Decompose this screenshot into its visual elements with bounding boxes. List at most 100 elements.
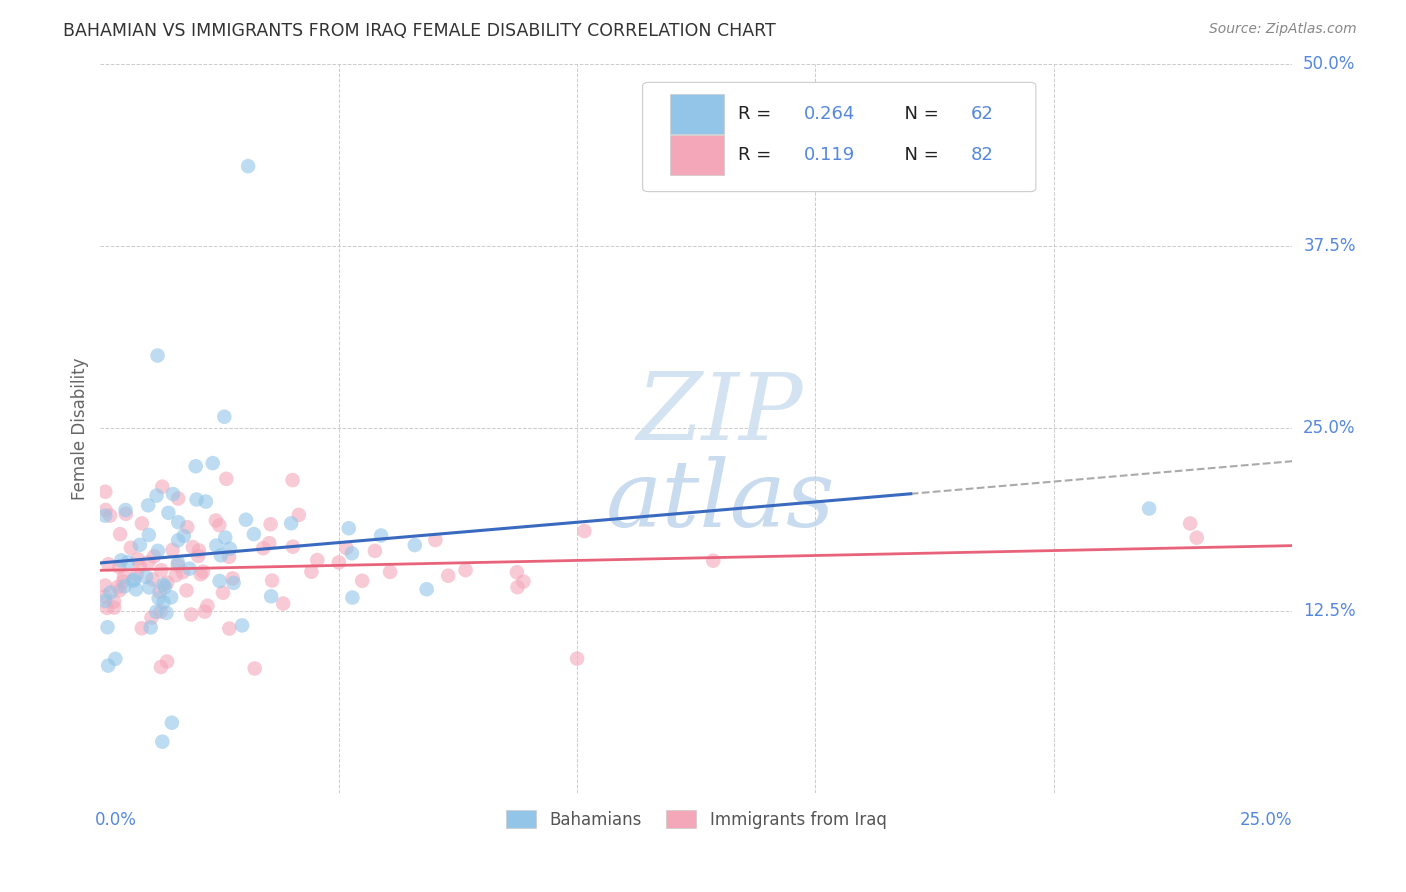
Bahamians	[94, 594, 117, 608]
Bahamians	[214, 409, 236, 424]
Immigrants from Iraq	[191, 565, 214, 579]
Immigrants from Iraq	[288, 508, 311, 522]
Immigrants from Iraq	[364, 544, 387, 558]
Text: R =: R =	[738, 146, 783, 164]
Immigrants from Iraq	[271, 597, 294, 611]
Bahamians	[152, 577, 174, 591]
Immigrants from Iraq	[574, 524, 596, 538]
Immigrants from Iraq	[165, 568, 187, 582]
Immigrants from Iraq	[187, 543, 209, 558]
Immigrants from Iraq	[506, 580, 529, 594]
Immigrants from Iraq	[131, 516, 153, 531]
Text: 62: 62	[970, 104, 993, 123]
Bahamians	[125, 582, 148, 597]
Immigrants from Iraq	[299, 565, 322, 579]
Text: BAHAMIAN VS IMMIGRANTS FROM IRAQ FEMALE DISABILITY CORRELATION CHART: BAHAMIAN VS IMMIGRANTS FROM IRAQ FEMALE …	[63, 22, 776, 40]
Bahamians	[110, 553, 132, 567]
Bahamians	[160, 715, 183, 730]
Immigrants from Iraq	[212, 586, 235, 600]
Bahamians	[342, 591, 364, 605]
Immigrants from Iraq	[1178, 516, 1201, 531]
Immigrants from Iraq	[281, 473, 304, 487]
Immigrants from Iraq	[352, 574, 374, 588]
Immigrants from Iraq	[103, 594, 125, 608]
Bahamians	[235, 513, 257, 527]
Immigrants from Iraq	[1185, 531, 1208, 545]
Bahamians	[214, 531, 236, 545]
Bahamians	[184, 459, 207, 474]
Immigrants from Iraq	[120, 541, 142, 555]
Text: 25.0%: 25.0%	[1303, 419, 1355, 437]
Immigrants from Iraq	[221, 571, 243, 585]
Bahamians	[160, 591, 183, 605]
Bahamians	[150, 734, 173, 748]
Bahamians	[162, 487, 184, 501]
Immigrants from Iraq	[156, 655, 179, 669]
Immigrants from Iraq	[150, 480, 173, 494]
Immigrants from Iraq	[172, 566, 194, 580]
Text: Source: ZipAtlas.com: Source: ZipAtlas.com	[1209, 22, 1357, 37]
Immigrants from Iraq	[187, 549, 209, 563]
Immigrants from Iraq	[454, 563, 477, 577]
Immigrants from Iraq	[103, 600, 125, 615]
Immigrants from Iraq	[378, 565, 401, 579]
Bahamians	[415, 582, 437, 597]
Text: 0.264: 0.264	[803, 104, 855, 123]
Bahamians	[146, 544, 169, 558]
Immigrants from Iraq	[195, 599, 218, 613]
Text: 82: 82	[970, 146, 993, 164]
Immigrants from Iraq	[98, 508, 121, 523]
Bahamians	[260, 590, 283, 604]
Immigrants from Iraq	[149, 605, 172, 619]
Bahamians	[194, 494, 217, 508]
Immigrants from Iraq	[218, 549, 240, 564]
Bahamians	[173, 529, 195, 543]
Bahamians	[100, 585, 122, 599]
Bahamians	[148, 591, 170, 606]
Bahamians	[152, 595, 174, 609]
Immigrants from Iraq	[112, 574, 135, 589]
Immigrants from Iraq	[335, 541, 357, 555]
Immigrants from Iraq	[94, 578, 117, 592]
Text: 50.0%: 50.0%	[1303, 55, 1355, 73]
Immigrants from Iraq	[97, 557, 120, 571]
Bahamians	[404, 538, 426, 552]
Bahamians	[136, 498, 159, 512]
Immigrants from Iraq	[702, 554, 724, 568]
Immigrants from Iraq	[512, 574, 534, 589]
Immigrants from Iraq	[218, 622, 240, 636]
FancyBboxPatch shape	[643, 82, 1036, 192]
Immigrants from Iraq	[162, 542, 184, 557]
Bahamians	[280, 516, 302, 531]
Immigrants from Iraq	[208, 518, 231, 533]
Bahamians	[167, 515, 190, 529]
Bahamians	[146, 349, 169, 363]
Immigrants from Iraq	[150, 563, 173, 577]
Bahamians	[145, 489, 167, 503]
Bahamians	[205, 539, 228, 553]
Bahamians	[139, 620, 162, 634]
Bahamians	[236, 159, 259, 173]
Bar	[671, 94, 724, 134]
Bahamians	[97, 658, 120, 673]
Immigrants from Iraq	[149, 584, 172, 599]
Bahamians	[112, 579, 135, 593]
Immigrants from Iraq	[108, 527, 131, 541]
Bahamians	[128, 538, 150, 552]
Bahamians	[155, 606, 177, 620]
Immigrants from Iraq	[506, 566, 529, 580]
Bahamians	[114, 503, 136, 517]
Bahamians	[138, 528, 160, 542]
Bahamians	[337, 521, 360, 535]
Y-axis label: Female Disability: Female Disability	[72, 357, 89, 500]
Immigrants from Iraq	[252, 541, 274, 556]
Bahamians	[1137, 501, 1160, 516]
Immigrants from Iraq	[131, 621, 153, 635]
Immigrants from Iraq	[107, 580, 129, 594]
Bahamians	[122, 574, 145, 588]
Text: R =: R =	[738, 104, 778, 123]
Immigrants from Iraq	[215, 472, 238, 486]
Bahamians	[201, 456, 224, 470]
Immigrants from Iraq	[156, 575, 179, 590]
Immigrants from Iraq	[136, 555, 159, 569]
